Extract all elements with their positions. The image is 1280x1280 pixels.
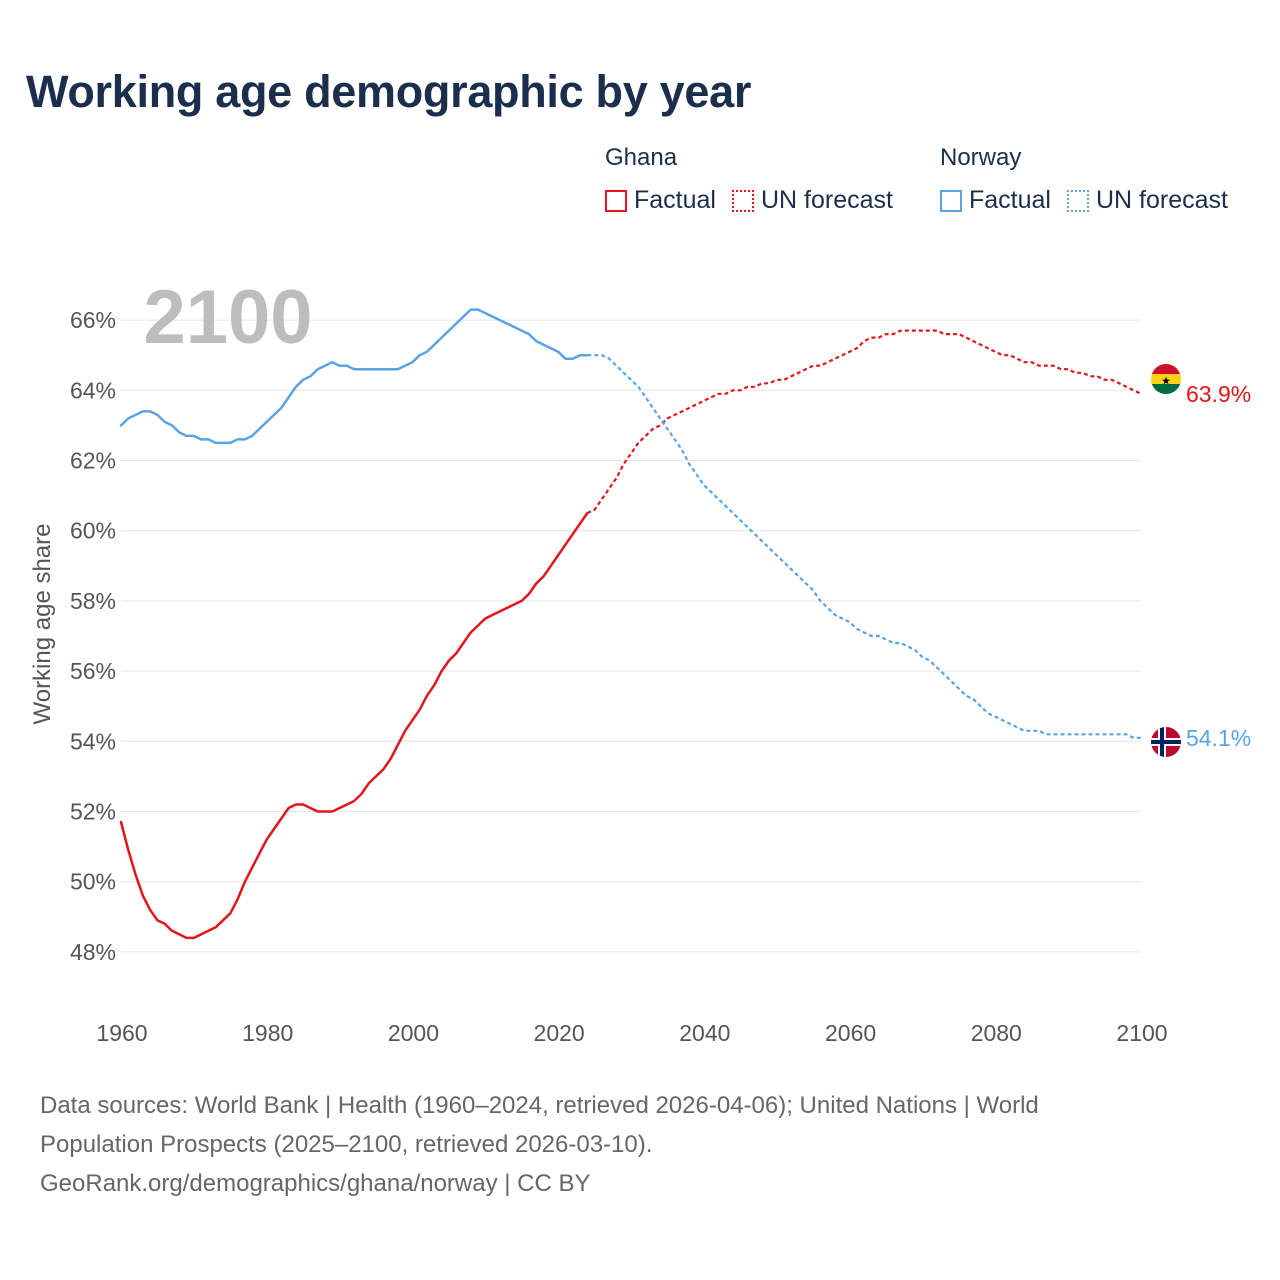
legend-norway: Norway Factual UN forecast: [940, 144, 1244, 215]
legend-ghana-factual-label: Factual: [634, 186, 716, 214]
y-tick-label: 48%: [70, 939, 116, 965]
series-line-norway-forecast: [587, 354, 1141, 739]
x-tick-label: 1980: [242, 1020, 293, 1046]
y-tick-label: 60%: [70, 518, 116, 544]
y-tick-label: 56%: [70, 658, 116, 684]
chart-title: Working age demographic by year: [26, 66, 752, 117]
legend-ghana-factual[interactable]: Factual: [605, 186, 716, 215]
year-watermark: 2100: [143, 275, 312, 360]
x-tick-label: 2060: [825, 1020, 876, 1046]
y-tick-label: 66%: [70, 307, 116, 333]
legend-ghana-forecast-label: UN forecast: [760, 186, 893, 214]
end-label-ghana: 63.9%: [1186, 381, 1251, 407]
y-tick-label: 62%: [70, 448, 116, 474]
legend-norway-factual-swatch: [940, 189, 962, 212]
y-tick-label: 54%: [70, 728, 116, 754]
flag-ghana-icon: ★: [1151, 364, 1181, 394]
series-line-ghana-factual: [119, 511, 589, 940]
legend-norway-forecast-swatch: [1066, 189, 1089, 212]
legend-ghana-forecast-swatch: [731, 189, 754, 212]
y-tick-label: 50%: [70, 869, 116, 895]
x-tick-label: 1960: [96, 1020, 147, 1046]
x-tick-label: 2020: [534, 1020, 585, 1046]
flag-norway-icon: [1151, 727, 1181, 757]
footer-sources: Data sources: World Bank | Health (1960–…: [40, 1086, 1240, 1203]
y-axis-title: Working age share: [29, 524, 56, 725]
y-tick-label: 52%: [70, 799, 116, 825]
legend-norway-title: Norway: [940, 144, 1022, 171]
svg-text:★: ★: [1161, 375, 1171, 388]
footer-line-1: Data sources: World Bank | Health (1960–…: [40, 1092, 1039, 1119]
line-chart: 48% 50% 52% 54% 56% 58% 60% 62% 64% 66% 1960 1980 20…: [29, 275, 1251, 1046]
series-line-ghana-forecast: [586, 329, 1142, 515]
legend-norway-forecast[interactable]: UN forecast: [1066, 186, 1228, 215]
y-tick-label: 64%: [70, 377, 116, 403]
footer-line-2: Population Prospects (2025–2100, retriev…: [40, 1131, 653, 1158]
legend-ghana-title: Ghana: [605, 144, 678, 171]
legend-ghana-factual-swatch: [605, 189, 627, 212]
legend-norway-forecast-label: UN forecast: [1095, 186, 1228, 214]
x-tick-label: 2080: [971, 1020, 1022, 1046]
end-label-norway: 54.1%: [1186, 725, 1251, 751]
footer-line-3: GeoRank.org/demographics/ghana/norway | …: [40, 1170, 591, 1197]
legend-norway-factual-label: Factual: [969, 186, 1051, 214]
y-tick-label: 58%: [70, 588, 116, 614]
x-tick-label: 2040: [679, 1020, 730, 1046]
x-tick-label: 2100: [1116, 1020, 1167, 1046]
series-line-norway-factual: [119, 308, 589, 445]
legend-norway-factual[interactable]: Factual: [940, 186, 1051, 215]
legend-ghana-forecast[interactable]: UN forecast: [731, 186, 893, 215]
x-tick-label: 2000: [388, 1020, 439, 1046]
legend-ghana: Ghana Factual UN forecast: [605, 144, 909, 215]
